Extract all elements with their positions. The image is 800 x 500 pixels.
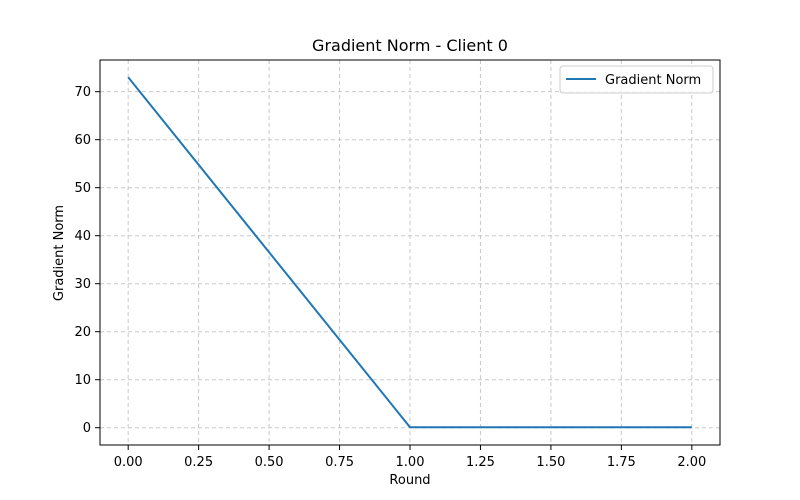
series-layer [127,76,692,429]
x-axis-ticks: 0.00 0.25 0.50 0.75 1.00 1.25 1.50 1.75 2.00 [114,445,706,470]
x-tick-label: 1.75 [607,455,636,470]
y-tick-label: 40 [74,229,91,244]
y-tick-label: 70 [74,85,91,100]
x-tick-label: 0.75 [325,455,354,470]
series-line-gradient-norm [127,76,692,429]
y-tick-label: 30 [74,277,91,292]
x-tick-label: 0.00 [114,455,143,470]
y-tick-label: 60 [74,133,91,148]
x-tick-label: 0.50 [255,455,284,470]
y-axis-label: Gradient Norm [52,205,67,301]
x-tick-label: 1.25 [466,455,495,470]
chart-title: Gradient Norm - Client 0 [312,36,508,55]
legend-label: Gradient Norm [605,73,701,88]
y-axis-ticks: 0 10 20 30 40 50 60 70 [74,85,100,436]
y-tick-label: 10 [74,373,91,388]
x-axis-label: Round [389,473,430,488]
x-tick-label: 0.25 [184,455,213,470]
x-tick-label: 2.00 [677,455,706,470]
grid-lines [100,60,720,445]
legend-box [559,65,714,94]
legend: Gradient Norm [559,65,714,94]
y-tick-label: 50 [74,181,91,196]
x-tick-label: 1.50 [536,455,565,470]
x-tick-label: 1.00 [396,455,425,470]
y-tick-label: 20 [74,325,91,340]
y-tick-label: 0 [83,421,91,436]
